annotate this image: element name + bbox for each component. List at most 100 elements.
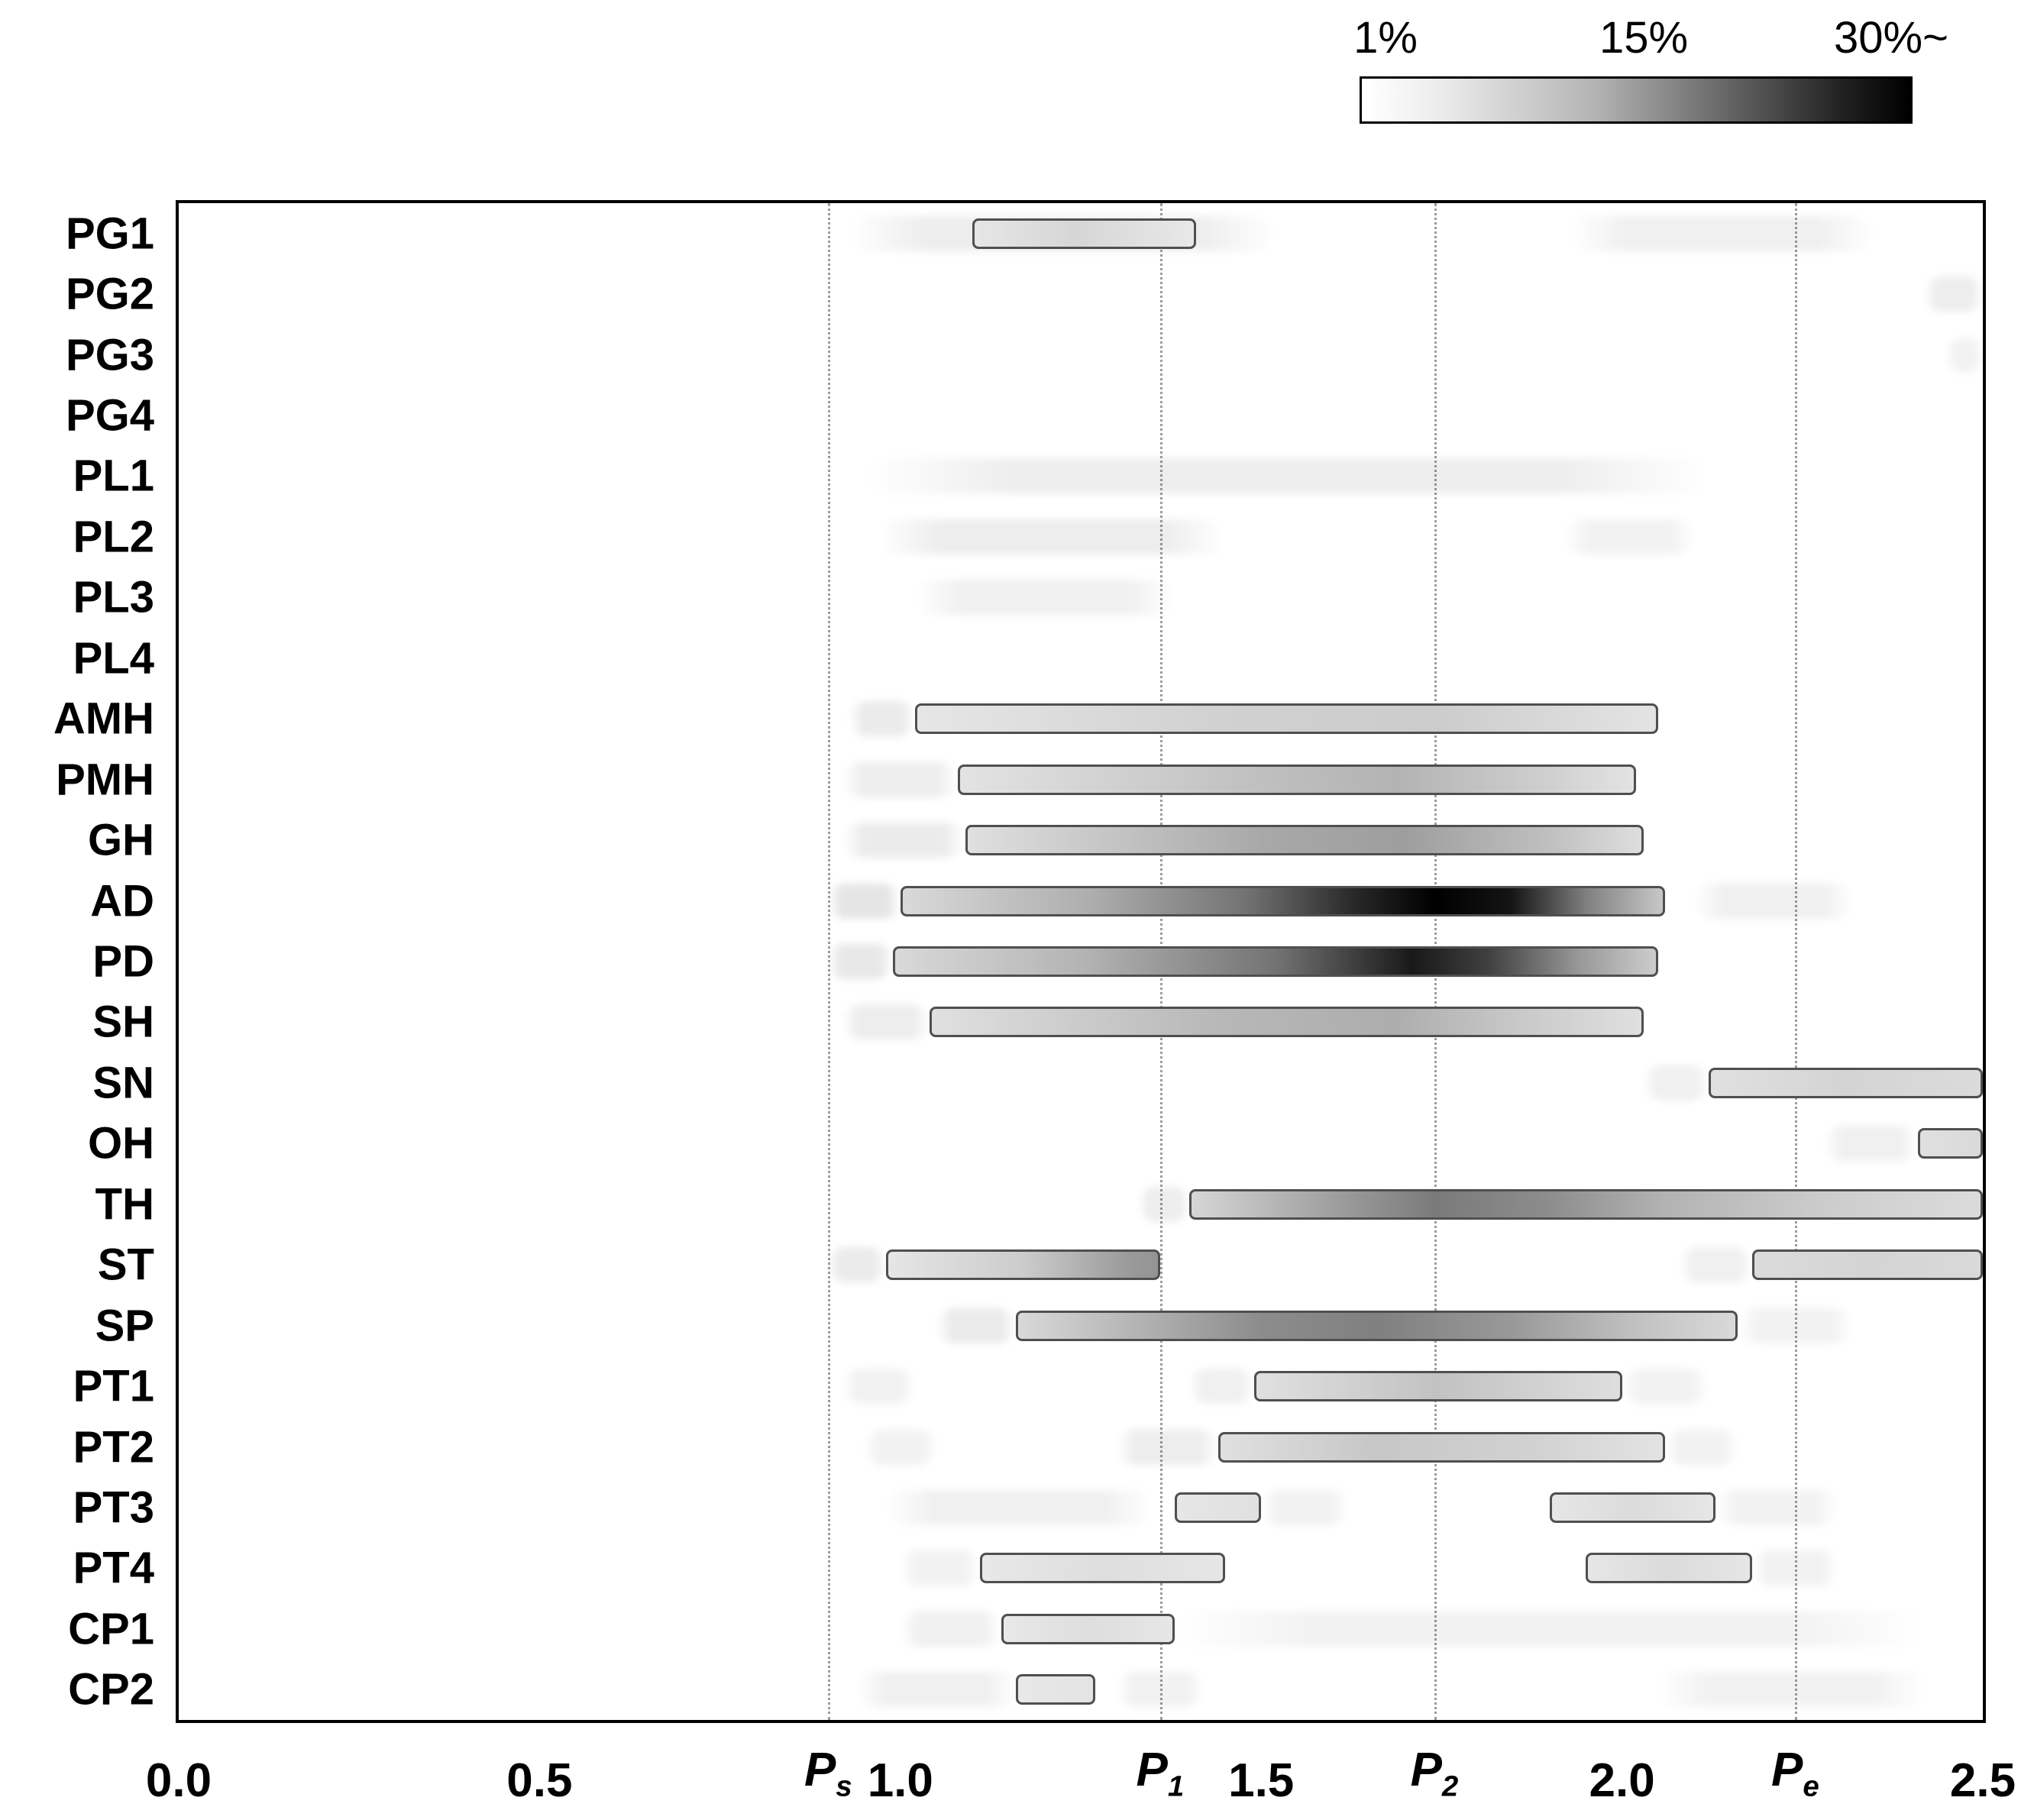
row-label-OH: OH	[88, 1118, 154, 1169]
range-bar-PT2	[1217, 1431, 1666, 1463]
row-label-SN: SN	[92, 1058, 154, 1108]
row-label-PL3: PL3	[73, 572, 154, 622]
x-tick-label-0.5: 0.5	[506, 1754, 573, 1807]
row-label-CP1: CP1	[68, 1604, 154, 1654]
intensity-smear	[900, 1550, 980, 1586]
intensity-smear	[1657, 1672, 1926, 1708]
intensity-smear	[1715, 1489, 1839, 1525]
intensity-smear	[885, 1489, 1153, 1525]
row-label-AMH: AMH	[53, 693, 154, 744]
range-bar-GH	[965, 825, 1644, 856]
intensity-smear	[1925, 276, 1983, 312]
x-tick-label-0.0: 0.0	[145, 1754, 212, 1807]
ref-line-label-2: P2	[1410, 1744, 1459, 1803]
ref-line-label-e: Pe	[1770, 1744, 1819, 1803]
range-bar-PG1	[972, 218, 1197, 249]
intensity-smear	[1564, 519, 1695, 554]
range-bar-PT1	[1253, 1371, 1622, 1402]
range-bar-PMH	[958, 764, 1637, 795]
intensity-smear	[842, 823, 965, 858]
intensity-smear	[857, 1672, 1016, 1708]
intensity-smear	[914, 580, 1175, 616]
intensity-smear	[828, 1247, 886, 1283]
row-label-PG2: PG2	[65, 269, 154, 319]
row-label-PL1: PL1	[73, 451, 154, 501]
ref-line-label-s: Ps	[804, 1744, 852, 1803]
range-bar-ST	[1751, 1249, 1983, 1281]
range-bar-AMH	[914, 703, 1658, 735]
range-bar-CP1	[1001, 1613, 1175, 1644]
intensity-smear	[1261, 1489, 1348, 1525]
intensity-smear	[1117, 1429, 1218, 1465]
intensity-smear	[842, 1369, 915, 1405]
intensity-smear	[864, 1429, 937, 1465]
intensity-smear	[936, 1308, 1016, 1343]
range-bar-PT4	[979, 1553, 1225, 1584]
gridline-e	[1795, 203, 1798, 1720]
x-tick-label-2.0: 2.0	[1589, 1754, 1655, 1807]
row-label-ST: ST	[97, 1240, 154, 1290]
row-label-PG3: PG3	[65, 330, 154, 380]
intensity-smear	[878, 519, 1225, 554]
row-label-PG4: PG4	[65, 390, 154, 441]
intensity-smear	[1138, 1186, 1189, 1222]
row-label-PT1: PT1	[73, 1361, 154, 1411]
x-tick-label-1.5: 1.5	[1228, 1754, 1295, 1807]
plot-inner	[179, 203, 1983, 1720]
intensity-smear	[1188, 1369, 1254, 1405]
range-bar-OH	[1917, 1128, 1983, 1159]
row-label-PT3: PT3	[73, 1482, 154, 1533]
range-bar-AD	[900, 885, 1666, 916]
range-bar-SN	[1708, 1067, 1983, 1098]
intensity-smear	[1571, 215, 1875, 251]
colorbar-gradient	[1360, 76, 1913, 124]
row-label-PD: PD	[92, 936, 154, 987]
x-axis: 0.0 0.5 1.0 1.5 2.0 2.5 Ps P1 P2 Pe	[146, 1744, 2016, 1815]
range-bar-PT4	[1586, 1553, 1752, 1584]
range-bar-ST	[885, 1249, 1160, 1281]
row-label-PT2: PT2	[73, 1422, 154, 1472]
range-bar-PD	[893, 946, 1658, 977]
intensity-smear	[842, 761, 959, 797]
intensity-smear	[828, 944, 894, 979]
intensity-smear	[1751, 1550, 1839, 1586]
intensity-smear	[900, 1611, 1002, 1647]
row-label-PG1: PG1	[65, 209, 154, 259]
ref-line-label-1: P1	[1136, 1744, 1185, 1803]
intensity-smear	[842, 1004, 930, 1040]
row-label-PL2: PL2	[73, 512, 154, 562]
intensity-smear	[849, 701, 915, 737]
intensity-smear	[1117, 1672, 1204, 1708]
intensity-smear	[1737, 1308, 1853, 1343]
range-bar-SP	[1015, 1310, 1738, 1341]
intensity-smear	[1824, 1126, 1918, 1162]
range-bar-TH	[1188, 1188, 1983, 1220]
row-label-TH: TH	[95, 1179, 154, 1230]
intensity-smear	[1665, 1429, 1738, 1465]
x-tick-label-2.5: 2.5	[1949, 1754, 2016, 1807]
colorbar-legend: 1% 15% 30%~	[1353, 11, 1948, 133]
row-label-PL4: PL4	[73, 633, 154, 684]
row-label-SH: SH	[92, 997, 154, 1047]
row-label-PMH: PMH	[56, 755, 154, 805]
intensity-smear	[1622, 1369, 1709, 1405]
range-bar-CP2	[1015, 1674, 1095, 1705]
range-bar-PT3	[1174, 1492, 1262, 1523]
colorbar-max-label: 30%~	[1834, 13, 1948, 63]
intensity-smear	[1174, 1611, 1926, 1647]
range-bar-PT3	[1550, 1492, 1716, 1523]
intensity-smear	[1680, 1247, 1752, 1283]
row-label-GH: GH	[88, 815, 154, 865]
intensity-smear	[828, 883, 901, 919]
range-bar-SH	[929, 1007, 1644, 1038]
row-label-SP: SP	[95, 1301, 154, 1351]
row-labels-column: PG1 PG2 PG3 PG4 PL1 PL2 PL3 PL4 AMH PMH GH AD PD SH SN…	[0, 203, 163, 1720]
row-label-CP2: CP2	[68, 1664, 154, 1715]
intensity-smear	[1694, 883, 1853, 919]
x-tick-label-1.0: 1.0	[867, 1754, 933, 1807]
colorbar-min-label: 1%	[1353, 13, 1418, 63]
gridline-s	[828, 203, 831, 1720]
intensity-smear	[1946, 337, 1983, 373]
intensity-smear	[864, 458, 1709, 494]
